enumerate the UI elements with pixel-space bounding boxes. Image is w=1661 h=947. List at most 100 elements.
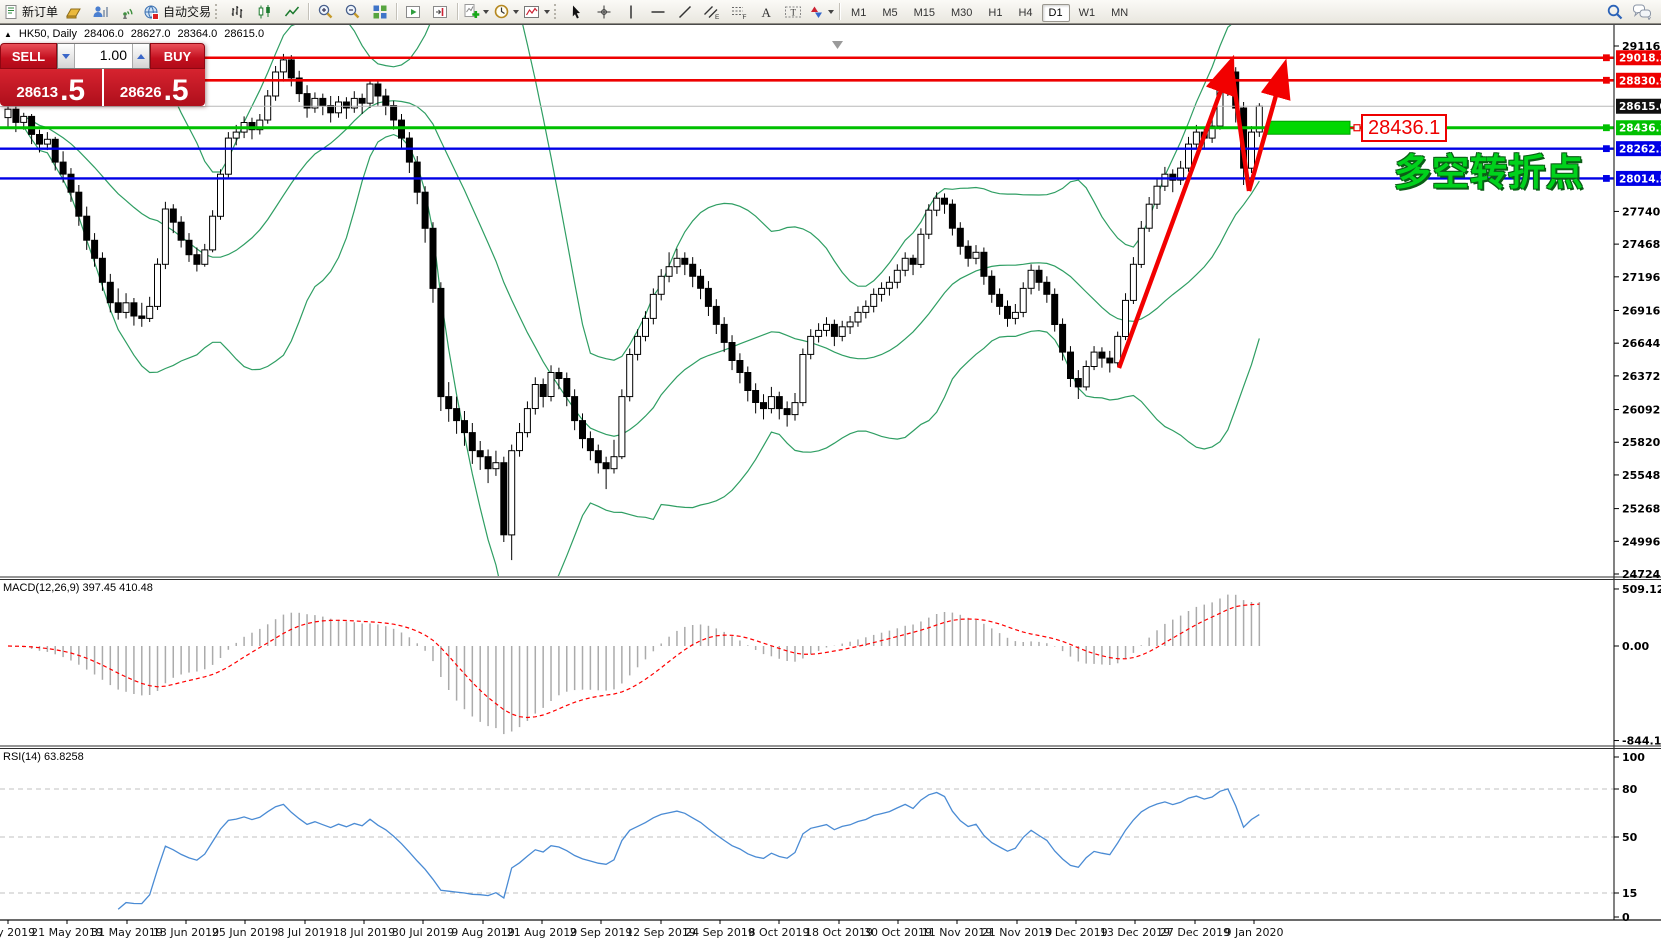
macd-signal-line: [7, 603, 1260, 719]
svg-text:F: F: [743, 14, 747, 20]
equidistant-channel-button[interactable]: E: [698, 1, 725, 22]
text-label-button[interactable]: T: [779, 1, 806, 22]
timeframe-M30[interactable]: M30: [951, 6, 973, 19]
svg-text:26916.0: 26916.0: [1622, 304, 1661, 317]
chart-window[interactable]: 29116.0 27740.0 27468.0 27196.0 26916.0 26644…: [0, 24, 1661, 947]
zoom-out-button[interactable]: [339, 1, 366, 22]
timeframe-H4[interactable]: H4: [1018, 6, 1033, 19]
price-badge-28436.1: [1616, 120, 1661, 136]
volume-input[interactable]: 1.00: [99, 47, 127, 63]
svg-text:25820.0: 25820.0: [1622, 436, 1661, 449]
vertical-line-button[interactable]: [617, 1, 644, 22]
gold-bar-icon: [65, 8, 81, 18]
volume-increase-button[interactable]: [132, 44, 149, 68]
ask-price-main: 28626: [119, 84, 162, 101]
price-badge-28615.0: [1616, 98, 1661, 114]
indicators-icon: [464, 4, 480, 18]
svg-text:25548.0: 25548.0: [1622, 469, 1661, 482]
ask-price[interactable]: 28626 .5: [103, 69, 205, 106]
search-button[interactable]: [1601, 1, 1628, 22]
profile-button[interactable]: [87, 1, 114, 22]
svg-text:26372.0: 26372.0: [1622, 370, 1661, 383]
bollinger-lower: [23, 126, 1260, 576]
bollinger-middle: [23, 100, 1260, 437]
autotrading-button[interactable]: 自动交易: [141, 1, 213, 22]
main-pane: [0, 25, 1614, 576]
indicators-dropdown[interactable]: [483, 9, 490, 14]
sell-button[interactable]: SELL: [0, 43, 57, 69]
volume-decrease-button[interactable]: [58, 44, 75, 68]
chat-button[interactable]: [1628, 1, 1655, 22]
symbol-period-label: HK50, Daily: [18, 28, 77, 40]
zoom-in-button[interactable]: [312, 1, 339, 22]
bid-price-frac: .5: [60, 74, 86, 108]
buy-button[interactable]: BUY: [150, 43, 205, 69]
bid-price[interactable]: 28613 .5: [0, 69, 102, 106]
crosshair-button[interactable]: [590, 1, 617, 22]
highlight-zone: [1266, 120, 1351, 135]
svg-text:9 Aug 2019: 9 Aug 2019: [451, 926, 514, 939]
svg-text:509.12: 509.12: [1622, 583, 1661, 596]
periods-button[interactable]: [491, 1, 521, 22]
clock-icon: [494, 4, 509, 19]
gold-bar-button[interactable]: [60, 1, 87, 22]
chart-shift-button[interactable]: [427, 1, 454, 22]
toolbar-grip: [554, 4, 559, 19]
text-button[interactable]: A: [752, 1, 779, 22]
horizontal-line-button[interactable]: [644, 1, 671, 22]
svg-text:28615.0: 28615.0: [1619, 101, 1661, 113]
arrows-icon: [811, 6, 823, 18]
svg-text:0.00: 0.00: [1622, 640, 1649, 653]
arrows-button[interactable]: [806, 1, 836, 22]
vertical-line-icon: [629, 5, 632, 18]
trend-arrow: [1116, 54, 1235, 369]
bar-chart-button[interactable]: [224, 1, 251, 22]
arrows-dropdown[interactable]: [828, 9, 835, 14]
candlestick-chart-icon: [258, 4, 270, 18]
timeframe-M1[interactable]: M1: [851, 6, 867, 19]
timeframe-MN[interactable]: MN: [1111, 6, 1129, 19]
candlestick-chart-button[interactable]: [251, 1, 278, 22]
chat-icon: [1632, 4, 1651, 20]
timeframe-W1[interactable]: W1: [1078, 6, 1096, 19]
fibonacci-icon: F: [732, 6, 747, 20]
svg-text:30 Oct 2019: 30 Oct 2019: [864, 926, 932, 939]
timeframe-M15[interactable]: M15: [913, 6, 935, 19]
signal-icon: [123, 8, 133, 19]
svg-text:A: A: [761, 5, 771, 20]
triangle-up-icon: [137, 53, 145, 59]
line-chart-button[interactable]: [278, 1, 305, 22]
chart-canvas[interactable]: 29116.0 27740.0 27468.0 27196.0 26916.0 26644…: [0, 24, 1661, 947]
price-badge-28830.9: [1616, 72, 1661, 88]
indicators-button[interactable]: [461, 1, 491, 22]
svg-text:8 Jul 2019: 8 Jul 2019: [277, 926, 332, 939]
templates-dropdown[interactable]: [544, 9, 551, 14]
svg-text:2 Sep 2019: 2 Sep 2019: [570, 926, 633, 939]
svg-text:21 Aug 2019: 21 Aug 2019: [507, 926, 577, 939]
signal-button[interactable]: [114, 1, 141, 22]
fibonacci-button[interactable]: F: [725, 1, 752, 22]
price-tag-label[interactable]: 28436.1: [1361, 114, 1448, 142]
svg-text:30 Jul 2019: 30 Jul 2019: [392, 926, 454, 939]
new-order-button[interactable]: 新订单: [2, 1, 60, 22]
auto-scroll-button[interactable]: [400, 1, 427, 22]
svg-text:50: 50: [1622, 831, 1638, 844]
periods-dropdown[interactable]: [513, 9, 520, 14]
templates-button[interactable]: [521, 1, 552, 22]
svg-text:100: 100: [1622, 751, 1645, 764]
svg-text:-844.12: -844.12: [1622, 735, 1661, 748]
tile-windows-button[interactable]: [366, 1, 393, 22]
ohlc-close: 28615.0: [224, 28, 265, 40]
timeframe-H1[interactable]: H1: [988, 6, 1003, 19]
line-chart-icon: [284, 6, 299, 16]
trendline-button[interactable]: [671, 1, 698, 22]
svg-text:24 Sep 2019: 24 Sep 2019: [685, 926, 755, 939]
cursor-button[interactable]: [563, 1, 590, 22]
auto-scroll-icon: [406, 5, 421, 18]
rsi-pane: [0, 788, 1614, 910]
timeframe-D1[interactable]: D1: [1041, 3, 1070, 22]
annotation-text: 多空转折点: [1394, 152, 1584, 193]
svg-text:27 Dec 2019: 27 Dec 2019: [1160, 926, 1230, 939]
timeframe-M5[interactable]: M5: [882, 6, 898, 19]
symbol-marker-icon: ▲: [4, 29, 12, 39]
